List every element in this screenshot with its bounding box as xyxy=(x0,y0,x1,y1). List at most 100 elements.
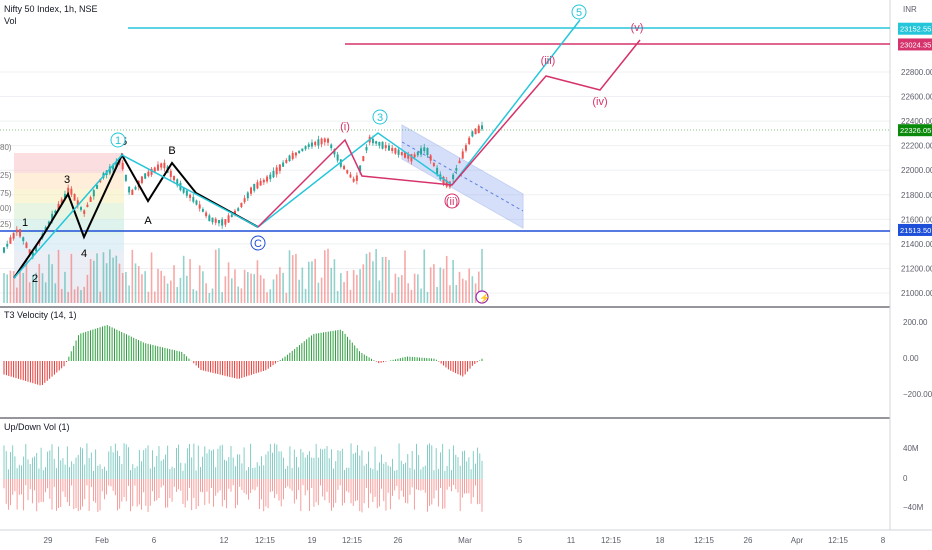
regression-channel[interactable] xyxy=(401,124,524,229)
volume-bar xyxy=(314,258,316,303)
volume-bar xyxy=(150,252,153,303)
svg-text:3: 3 xyxy=(377,112,383,124)
wave-cyan-path[interactable] xyxy=(13,19,581,279)
candle-body xyxy=(253,184,256,191)
volume-bar xyxy=(19,268,21,303)
candle-body xyxy=(160,163,163,168)
candle-body xyxy=(266,176,269,182)
fib-level-label: 25) xyxy=(0,220,12,229)
candle-body xyxy=(22,237,25,242)
candle-body xyxy=(365,147,368,151)
volume-bar xyxy=(195,290,198,303)
candle-body xyxy=(432,162,435,167)
candle-body xyxy=(205,212,208,217)
fib-level-label: 00) xyxy=(0,204,12,213)
candle-body xyxy=(355,175,358,181)
candle-body xyxy=(201,209,204,212)
candle-body xyxy=(285,159,288,163)
candle-body xyxy=(352,178,355,182)
price-flag: 23024.35 xyxy=(898,38,932,51)
volume-bar xyxy=(436,286,438,303)
candle-body xyxy=(278,164,281,171)
volume-bar xyxy=(86,274,89,303)
volume-bar xyxy=(73,289,76,303)
volume-bar xyxy=(365,253,368,303)
candle-body xyxy=(307,144,310,147)
updown-pane-title: Up/Down Vol (1) xyxy=(4,422,70,432)
volume-bar xyxy=(163,275,166,303)
volume-bar xyxy=(317,282,320,303)
time-tick-label: 12:15 xyxy=(694,536,715,545)
volume-bar xyxy=(282,272,284,303)
fib-level-label: 25) xyxy=(0,171,12,180)
price-tick-label: 21200.00 xyxy=(901,264,932,273)
wave-magenta-path[interactable] xyxy=(257,39,641,228)
time-tick-label: 8 xyxy=(881,536,886,545)
svg-text:(ii): (ii) xyxy=(446,196,458,208)
wave-label: 2 xyxy=(32,273,38,285)
time-tick-label: Apr xyxy=(791,536,804,545)
volume-bar xyxy=(93,260,95,303)
price-tick-label: 22600.00 xyxy=(901,93,932,102)
wave-labels: 12345ABC(i)(ii)3(iii)(iv)5(v)1 xyxy=(22,4,643,285)
volume-bar xyxy=(224,276,227,303)
candle-body xyxy=(362,156,365,161)
time-tick-label: 5 xyxy=(518,536,523,545)
volume-bar xyxy=(452,259,454,303)
volume-bar xyxy=(417,274,419,303)
candle-body xyxy=(442,176,445,184)
volume-bar xyxy=(468,268,470,303)
fib-level-label: 75) xyxy=(0,189,12,198)
time-axis[interactable]: 29 Feb 6 12 12:15 19 12:15 26 Mar 5 11 12:15 18 12:15… xyxy=(44,536,886,545)
candle-body xyxy=(92,190,95,197)
volume-bar xyxy=(99,291,102,303)
time-tick-label: 6 xyxy=(152,536,157,545)
wave-label: 1 xyxy=(110,132,126,148)
volume-bar xyxy=(279,267,281,303)
candle-body xyxy=(387,145,390,151)
candle-body xyxy=(275,167,278,175)
volume-bar xyxy=(218,248,220,303)
candle-body xyxy=(468,137,471,145)
volume-bar xyxy=(266,292,268,303)
wave-label: (iii) xyxy=(541,55,556,67)
candle-body xyxy=(413,154,416,158)
alert-icon[interactable] xyxy=(475,290,489,304)
volume-bar xyxy=(477,271,480,303)
volume-bar xyxy=(461,278,464,303)
price-axis[interactable]: 21000.0021200.0021400.0021600.0021800.00… xyxy=(0,22,932,512)
wave-label: C xyxy=(250,235,266,251)
volume-bar xyxy=(170,280,172,303)
volume-bar xyxy=(214,249,217,303)
candle-body xyxy=(76,200,79,206)
candle-body xyxy=(124,174,127,181)
candle-body xyxy=(195,200,198,205)
t3-tick-label: −200.00 xyxy=(903,390,932,399)
candle-body xyxy=(3,247,5,253)
volume-bar xyxy=(433,264,435,303)
candle-body xyxy=(83,210,86,214)
volume-bar xyxy=(381,257,384,303)
t3-pane-title: T3 Velocity (14, 1) xyxy=(4,310,77,320)
candle-body xyxy=(182,187,185,193)
volume-bar xyxy=(176,287,179,303)
volume-bar xyxy=(324,250,326,303)
volume-bar xyxy=(253,274,256,303)
candle-body xyxy=(134,186,137,190)
volume-bar xyxy=(153,291,156,303)
candle-body xyxy=(477,125,480,133)
svg-text:1: 1 xyxy=(115,135,121,147)
candle-body xyxy=(153,167,156,172)
price-tick-label: 22800.00 xyxy=(901,68,932,77)
candle-body xyxy=(73,194,76,201)
candle-body xyxy=(420,148,423,155)
candle-body xyxy=(131,189,134,195)
candle-body xyxy=(423,147,426,152)
time-tick-label: 18 xyxy=(656,536,665,545)
currency-label[interactable]: INR xyxy=(903,5,917,14)
candle-body xyxy=(173,176,176,181)
time-tick-label: 11 xyxy=(567,536,576,545)
volume-bar xyxy=(481,248,483,303)
volume-label: Vol xyxy=(4,16,17,26)
